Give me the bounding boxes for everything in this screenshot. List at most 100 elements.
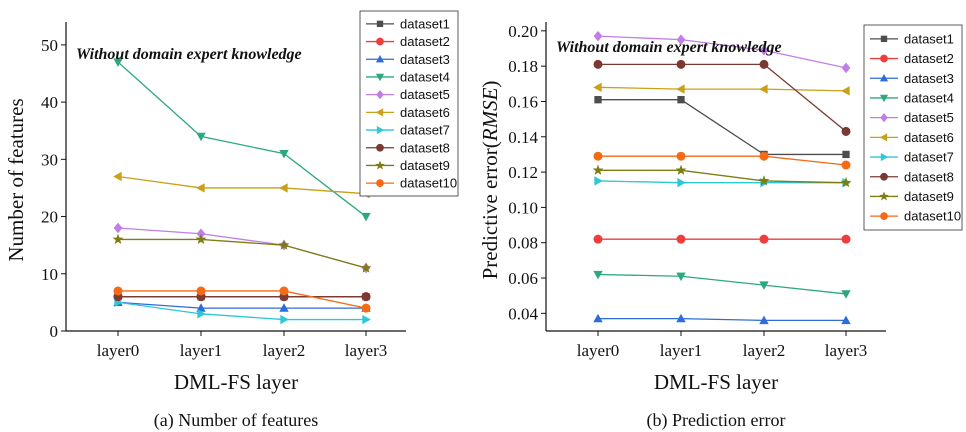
chart-b-series-dataset3 bbox=[593, 313, 851, 325]
chart-b-point-dataset8 bbox=[593, 59, 603, 69]
chart-b-y-tick-label: 0.18 bbox=[508, 57, 538, 76]
chart-a-point-dataset4 bbox=[196, 132, 206, 142]
chart-b-line-dataset9 bbox=[598, 169, 847, 184]
chart-b-legend-item: dataset2 bbox=[870, 51, 954, 66]
chart-a-legend-item: dataset7 bbox=[366, 123, 450, 138]
chart-a-legend-marker bbox=[376, 179, 384, 188]
chart-a-point-dataset10 bbox=[279, 286, 289, 296]
chart-a-y-tick-label: 10 bbox=[41, 265, 58, 284]
chart-b-point-dataset8 bbox=[759, 59, 769, 69]
chart-b-legend-label: dataset3 bbox=[904, 71, 954, 86]
chart-b-point-dataset1 bbox=[842, 150, 850, 159]
chart-a-legend-marker bbox=[375, 108, 384, 117]
chart-b-point-dataset7 bbox=[594, 176, 603, 186]
chart-b-legend-item: dataset6 bbox=[870, 130, 954, 145]
chart-b-series-dataset5 bbox=[593, 30, 851, 74]
chart-a-y-tick-label: 40 bbox=[41, 93, 58, 112]
chart-a-legend-label: dataset3 bbox=[400, 52, 450, 67]
chart-a-point-dataset5 bbox=[113, 222, 123, 234]
chart-b-y-tick-label: 0.20 bbox=[508, 22, 538, 41]
chart-b-legend-item: dataset5 bbox=[870, 110, 954, 125]
chart-a-legend-marker bbox=[376, 90, 384, 100]
chart-b-legend-label: dataset5 bbox=[904, 110, 954, 125]
chart-b-legend-item: dataset4 bbox=[870, 90, 954, 105]
chart-b-legend-label: dataset10 bbox=[904, 209, 961, 224]
chart-b-series-dataset10 bbox=[593, 151, 851, 170]
chart-a-legend-item: dataset10 bbox=[366, 176, 457, 191]
chart-b-point-dataset8 bbox=[676, 59, 686, 69]
chart-b-series-dataset6 bbox=[593, 82, 850, 96]
chart-a-legend-item: dataset4 bbox=[366, 69, 450, 84]
chart-b-y-tick-label: 0.12 bbox=[508, 163, 538, 182]
chart-b-point-dataset5 bbox=[841, 62, 851, 74]
chart-b-legend-marker bbox=[879, 191, 889, 201]
chart-a-series-dataset9 bbox=[112, 233, 372, 273]
chart-a-y-tick-label: 30 bbox=[41, 150, 58, 169]
chart-b-y-tick-label: 0.04 bbox=[508, 304, 538, 323]
chart-a-y-axis-title: Number of features bbox=[4, 98, 28, 261]
chart-a-legend-item: dataset6 bbox=[366, 105, 450, 120]
chart-b-point-dataset6 bbox=[593, 82, 602, 93]
chart-a-legend-marker bbox=[375, 55, 385, 63]
chart-a-line-dataset5 bbox=[117, 227, 367, 269]
chart-b-point-dataset6 bbox=[759, 84, 768, 94]
chart-a-point-dataset4 bbox=[279, 149, 289, 159]
chart-a-legend-item: dataset2 bbox=[366, 34, 450, 49]
chart-number-of-features: 0 10 20 30 40 50 layer0 layer1 layer2 layer3 With… bbox=[4, 10, 459, 431]
chart-a-legend-marker bbox=[375, 73, 385, 82]
chart-b-legend-marker bbox=[880, 113, 888, 123]
chart-a-point-dataset9 bbox=[112, 233, 124, 245]
chart-b-point-dataset4 bbox=[676, 272, 686, 282]
chart-b-point-dataset10 bbox=[593, 151, 603, 161]
chart-a-point-dataset9 bbox=[278, 239, 290, 250]
chart-b-x-tick-label: layer0 bbox=[577, 341, 619, 360]
chart-b-legend: dataset1 dataset2 dataset3 dataset4 dataset5… bbox=[863, 24, 963, 231]
chart-a-line-dataset3 bbox=[117, 301, 366, 309]
chart-a-legend-label: dataset2 bbox=[400, 34, 450, 49]
chart-b-point-dataset2 bbox=[593, 234, 603, 244]
chart-b-y-tick-label: 0.06 bbox=[508, 269, 538, 288]
chart-b-legend-label: dataset9 bbox=[904, 189, 954, 204]
chart-a-point-dataset6 bbox=[113, 171, 122, 182]
chart-b-legend-marker bbox=[880, 152, 889, 162]
chart-a-line-dataset4 bbox=[117, 61, 367, 218]
chart-b-point-dataset5 bbox=[676, 34, 686, 45]
chart-b-legend-item: dataset8 bbox=[870, 169, 954, 184]
chart-b-point-dataset2 bbox=[841, 234, 851, 244]
chart-a-x-tick-label: layer3 bbox=[345, 341, 387, 360]
chart-a-legend-marker bbox=[376, 143, 384, 152]
chart-a-legend-item: dataset3 bbox=[366, 52, 450, 67]
chart-a-line-dataset6 bbox=[117, 175, 367, 195]
chart-a-point-dataset4 bbox=[113, 58, 123, 67]
chart-b-series-dataset9 bbox=[592, 164, 852, 188]
chart-a-ticks: 0 10 20 30 40 50 layer0 layer1 layer2 layer3 bbox=[41, 36, 387, 360]
chart-a-legend-label: dataset10 bbox=[400, 176, 457, 191]
chart-b-legend-marker bbox=[880, 35, 888, 43]
chart-b-line-dataset1 bbox=[598, 99, 846, 156]
chart-a-line-dataset9 bbox=[118, 238, 367, 269]
chart-b-point-dataset3 bbox=[841, 315, 851, 325]
chart-b-legend-label: dataset1 bbox=[904, 31, 954, 46]
chart-b-line-dataset3 bbox=[598, 317, 846, 322]
chart-a-legend-marker bbox=[376, 125, 385, 135]
chart-a-point-dataset4 bbox=[361, 212, 371, 222]
chart-b-legend-item: dataset9 bbox=[870, 189, 954, 204]
chart-b-point-dataset6 bbox=[676, 84, 685, 94]
chart-a-point-dataset6 bbox=[196, 183, 205, 193]
chart-a-y-tick-label: 20 bbox=[41, 208, 58, 227]
chart-a-series-dataset10 bbox=[113, 286, 371, 313]
chart-b-line-dataset10 bbox=[598, 155, 847, 166]
chart-a-x-tick-label: layer2 bbox=[263, 341, 305, 360]
chart-a-legend-item: dataset9 bbox=[366, 158, 450, 173]
chart-b-x-axis-title: DML-FS layer bbox=[654, 370, 778, 394]
chart-b-point-dataset9 bbox=[592, 164, 604, 175]
chart-a-point-dataset10 bbox=[361, 303, 371, 313]
chart-b-legend-label: dataset8 bbox=[904, 169, 954, 184]
chart-b-legend-label: dataset4 bbox=[904, 90, 954, 105]
chart-b-legend-item: dataset7 bbox=[870, 150, 954, 165]
chart-a-point-dataset3 bbox=[279, 303, 289, 312]
chart-b-point-dataset4 bbox=[841, 290, 851, 299]
chart-b-point-dataset8 bbox=[841, 126, 851, 136]
chart-b-x-tick-label: layer3 bbox=[825, 341, 867, 360]
